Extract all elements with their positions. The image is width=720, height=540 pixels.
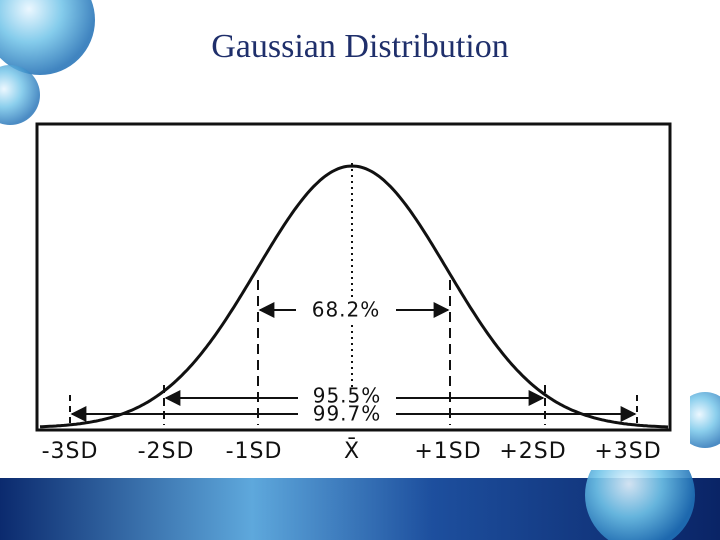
axis-label: -1SD (226, 439, 283, 464)
label-bg (298, 388, 396, 407)
label-bg (298, 406, 396, 423)
range-label: 95.5% (313, 384, 382, 408)
axis-label: -3SD (42, 439, 99, 464)
range-label: 68.2% (312, 298, 381, 322)
frame (35, 122, 672, 432)
curve-area: 68.2% 95.5% 99.7% (39, 163, 669, 429)
axis-label: -2SD (138, 439, 195, 464)
axis-label: X̄ (344, 438, 360, 464)
axis-label: +3SD (594, 439, 661, 464)
range-label: 99.7% (313, 402, 382, 426)
axis-label: +2SD (499, 439, 566, 464)
axis-labels: -3SD -2SD -1SD X̄ +1SD +2SD +3SD (42, 438, 661, 464)
title: Gaussian Distribution (211, 28, 508, 65)
label-bg (296, 298, 396, 322)
axis-label: +1SD (414, 439, 481, 464)
gaussian-curve (39, 164, 669, 429)
